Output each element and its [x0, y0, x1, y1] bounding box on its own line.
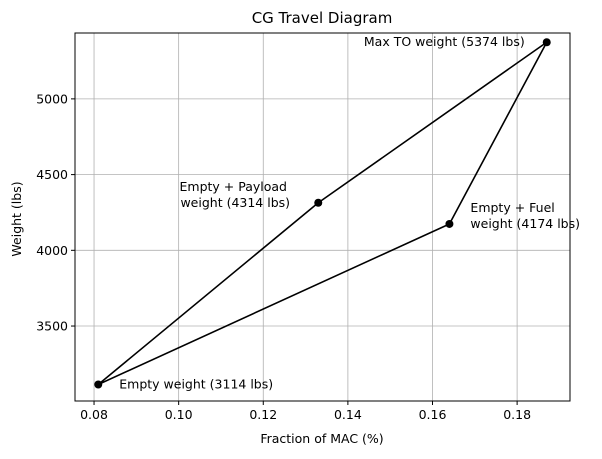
y-tick-label: 5000 — [36, 91, 68, 106]
annotation-line: Max TO weight (5374 lbs) — [364, 34, 525, 49]
point-annotation: Empty + Payload weight (4314 lbs) — [176, 179, 290, 210]
annotation-line: Empty + Fuel — [470, 200, 554, 215]
x-tick-label: 0.12 — [249, 407, 277, 422]
annotation-line: weight (4314 lbs) — [176, 195, 290, 210]
x-tick-label: 0.14 — [334, 407, 362, 422]
annotation-layer: Empty weight (3114 lbs) Empty + Payload w… — [119, 34, 580, 391]
point-annotation: Max TO weight (5374 lbs) — [364, 34, 525, 49]
x-tick-label: 0.18 — [503, 407, 531, 422]
chart-title: CG Travel Diagram — [252, 9, 393, 27]
tick-layer: 0.08 0.10 0.12 0.14 0.16 0.18 3500 4000 4500 5000 — [36, 91, 531, 422]
y-tick-label: 4500 — [36, 167, 68, 182]
data-point-marker — [94, 380, 103, 389]
x-axis-label: Fraction of MAC (%) — [260, 431, 383, 446]
data-point-marker — [445, 219, 454, 228]
y-axis-label: Weight (lbs) — [9, 181, 24, 256]
data-point-marker — [314, 198, 323, 207]
y-tick-label: 3500 — [36, 319, 68, 334]
x-tick-label: 0.08 — [80, 407, 108, 422]
series-layer — [94, 38, 551, 389]
annotation-line: Empty weight (3114 lbs) — [119, 376, 273, 391]
point-annotation: Empty weight (3114 lbs) — [119, 376, 273, 391]
x-tick-label: 0.16 — [419, 407, 447, 422]
grid-layer — [75, 33, 570, 401]
annotation-line: weight (4174 lbs) — [470, 216, 580, 231]
point-annotation: Empty + Fuel weight (4174 lbs) — [470, 200, 580, 231]
y-tick-label: 4000 — [36, 243, 68, 258]
x-tick-label: 0.10 — [165, 407, 193, 422]
annotation-line: Empty + Payload — [180, 179, 287, 194]
data-point-marker — [542, 38, 551, 47]
plot-frame — [74, 32, 571, 402]
